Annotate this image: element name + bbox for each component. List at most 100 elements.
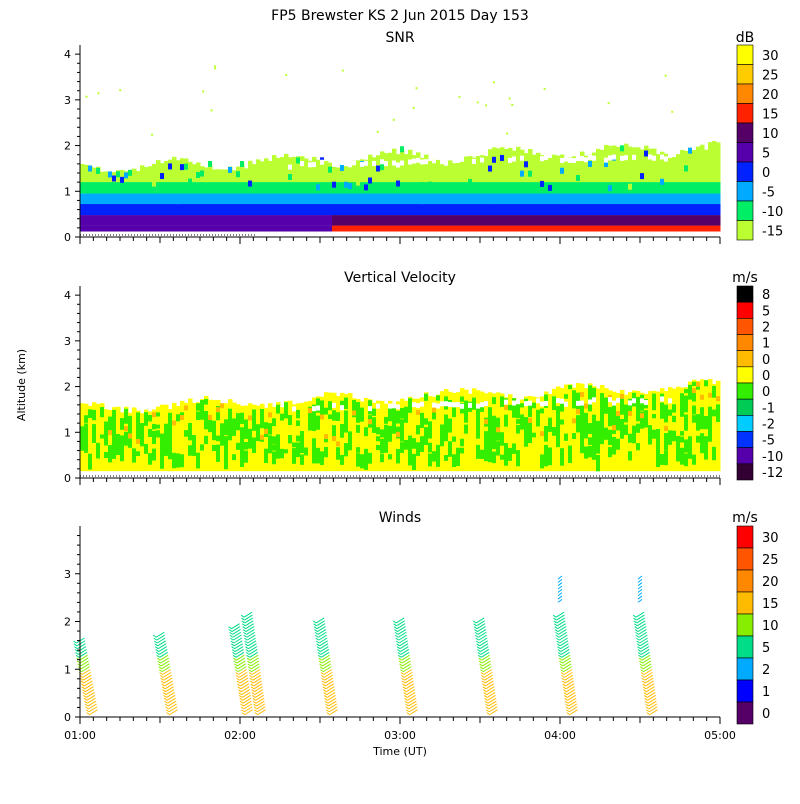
wind-barb [80,680,85,684]
velocity-cell [468,393,473,472]
velocity-cell [692,415,696,423]
velocity-cell [648,425,652,439]
wind-barb [87,697,96,704]
snr-cell [244,225,249,232]
velocity-colorbar-label: 1 [762,337,770,352]
snr-cell [180,177,185,194]
velocity-cell [272,436,276,444]
velocity-cell [152,412,156,418]
velocity-cell [712,446,716,461]
wind-barb [234,669,239,673]
snr-cell [416,225,421,232]
snr-cell [172,199,177,216]
snr-cell [656,203,661,216]
velocity-cell [528,417,532,423]
snr-cell [340,162,345,183]
snr-cell [444,175,449,194]
snr-cell [172,178,177,194]
wind-barb [244,706,253,713]
wind-barb [486,691,496,698]
velocity-cell [344,443,348,457]
snr-cell [108,171,112,178]
velocity-cell [496,451,500,456]
wind-barb [88,703,97,710]
snr-cell [112,177,117,194]
wind-barb [242,697,252,704]
velocity-cell [176,414,180,422]
snr-cell [376,165,380,172]
wind-barb [246,654,250,658]
velocity-cell [628,410,632,416]
wind-barb [400,669,404,673]
snr-cell [228,200,233,216]
snr-cell [644,202,649,216]
snr-cell [660,189,665,205]
wind-barb [394,631,399,635]
wind-barb-upper [637,575,643,580]
snr-cell [524,190,529,205]
velocity-colorbar-label: -10 [762,450,783,465]
wind-barb [479,666,484,670]
velocity-gap [416,403,421,409]
snr-cell [400,150,405,183]
snr-gap [580,156,585,162]
wind-barb [642,683,646,687]
snr-cell [224,225,229,232]
wind-barb [159,651,168,658]
snr-gap [400,160,405,166]
wind-barb [250,686,255,690]
snr-cell [628,225,633,232]
snr-cell [620,215,625,226]
snr-cell [152,225,157,232]
velocity-cell [464,404,468,423]
snr-cell [520,149,525,183]
snr-gap [440,159,445,165]
velocity-cell [320,396,325,472]
wind-barb [398,660,403,664]
velocity-cell [584,447,588,459]
snr-cell [88,225,93,232]
snr-cell [652,189,657,205]
snr-cell [164,200,169,216]
wind-barb [80,663,90,670]
snr-cell [124,225,129,232]
velocity-ytick-label: 2 [64,381,71,394]
wind-barb [249,649,258,655]
snr-cell [248,203,253,216]
wind-barb [640,672,645,675]
velocity-cell [128,426,132,436]
wind-barb [318,631,327,638]
wind-barb-upper [637,582,643,587]
wind-barb [83,697,88,701]
snr-cell [132,200,137,216]
snr-cell [560,215,565,226]
winds-colorbar-swatch [736,657,754,681]
velocity-cell [500,454,504,460]
wind-barb [238,669,247,675]
wind-barb [643,663,652,670]
wind-barb [481,657,491,664]
snr-cell [132,168,137,183]
velocity-cell [664,391,669,472]
snr-cell [424,154,429,183]
velocity-cell [612,405,616,421]
velocity-cell [204,422,208,430]
wind-barb [483,689,487,693]
snr-cell [576,225,581,232]
snr-cell [80,193,85,205]
velocity-cell [488,430,492,447]
snr-cell [716,225,721,232]
snr-cell [304,158,309,183]
wind-barb [557,649,562,652]
velocity-cell [388,425,392,442]
velocity-cell [456,392,461,472]
wind-barb [633,617,637,621]
snr-cell [516,225,521,232]
wind-barb [246,657,251,661]
velocity-cell [568,385,572,390]
snr-cell [296,215,301,226]
wind-barb [167,700,177,707]
velocity-cell [288,434,292,444]
snr-cell [180,200,185,216]
velocity-cell [692,379,697,472]
